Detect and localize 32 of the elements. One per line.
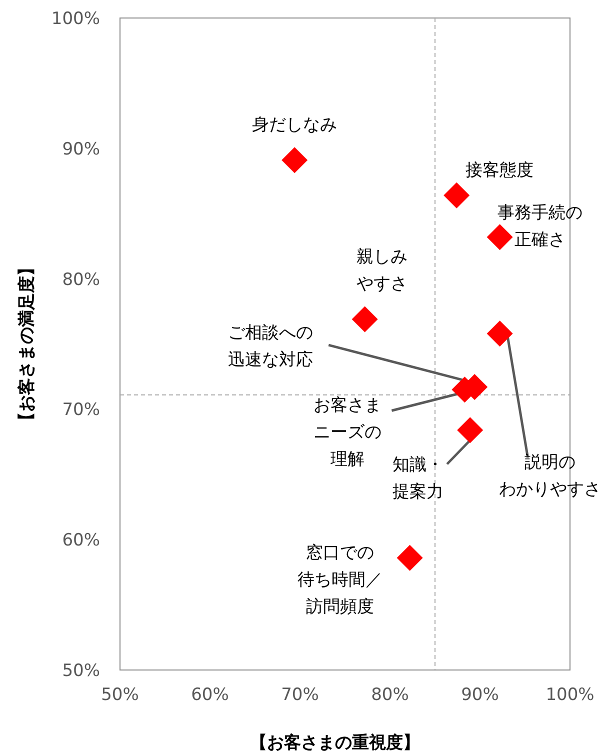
y-tick-label: 90% (62, 139, 100, 160)
annotation: 事務手続の正確さ (497, 203, 582, 250)
point (486, 224, 513, 250)
annotation: 説明のわかりやすさ (498, 452, 601, 500)
y-tick-label: 50% (62, 661, 100, 681)
annotation: 知識・提案力 (392, 455, 444, 502)
x-tick-label: 100% (546, 685, 594, 705)
y-axis-title: 【お客さまの満足度】 (17, 259, 37, 429)
x-tick-label: 60% (191, 685, 229, 705)
point (486, 320, 513, 347)
annotation: お客さまニーズの理解 (314, 396, 382, 470)
point (457, 417, 484, 444)
annotation: 窓口での待ち時間／訪問頻度 (297, 542, 382, 617)
y-tick-label: 80% (62, 270, 100, 290)
y-tick-label: 70% (62, 400, 100, 420)
annotation: 身だしなみ (252, 115, 338, 136)
point (396, 544, 423, 571)
annotation: ご相談への迅速な対応 (228, 323, 314, 370)
y-tick-label: 100% (51, 9, 100, 29)
x-axis-title: 【お客さまの重視度】 (250, 733, 420, 753)
x-tick-label: 90% (461, 685, 499, 705)
annotation: 説明のわかりやすさ (498, 337, 601, 500)
annotation: 親しみやすさ (356, 247, 408, 294)
point (444, 182, 470, 208)
point (282, 147, 308, 174)
x-tick-label: 70% (281, 685, 319, 705)
x-tick-label: 80% (371, 685, 409, 705)
point (352, 306, 378, 332)
annotation: ご相談への迅速な対応 (228, 323, 475, 384)
x-tick-label: 50% (101, 685, 139, 705)
y-tick-label: 60% (62, 530, 100, 551)
annotation: 接客態度 (466, 160, 534, 180)
